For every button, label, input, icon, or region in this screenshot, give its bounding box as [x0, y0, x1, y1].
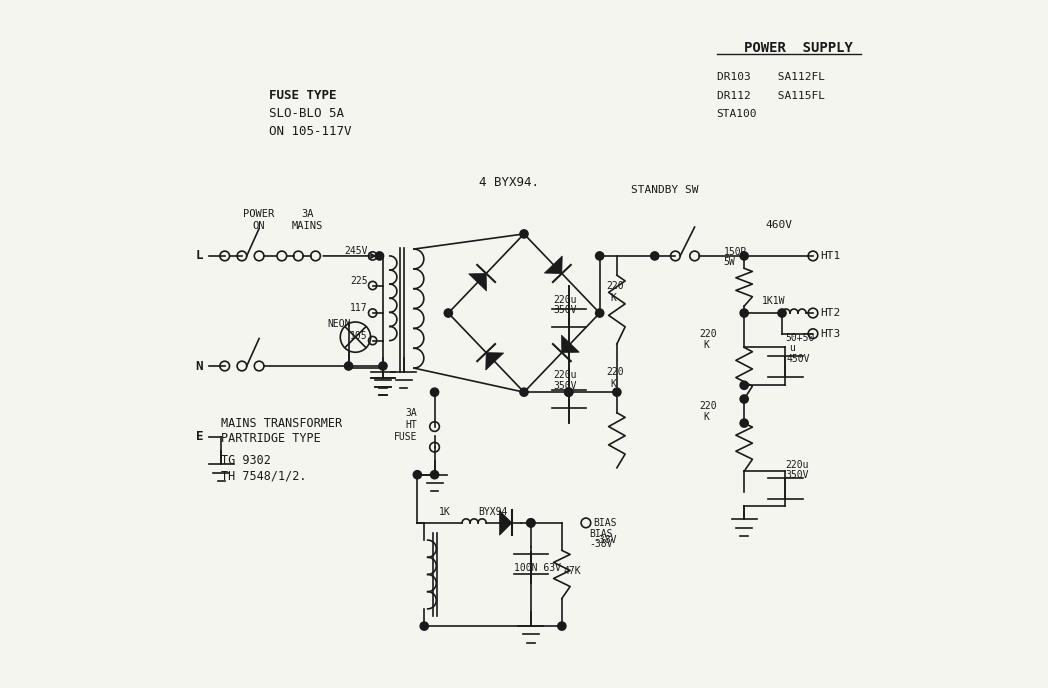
- Circle shape: [345, 362, 353, 370]
- Polygon shape: [540, 270, 555, 286]
- Polygon shape: [562, 335, 580, 353]
- Text: K: K: [703, 411, 708, 422]
- Text: 3A: 3A: [406, 408, 417, 418]
- Circle shape: [740, 419, 748, 427]
- Text: 220: 220: [607, 367, 625, 377]
- Circle shape: [613, 388, 621, 396]
- Text: 3A: 3A: [301, 208, 313, 219]
- Circle shape: [520, 230, 528, 238]
- Text: 100N 63V: 100N 63V: [514, 563, 561, 573]
- Polygon shape: [468, 274, 486, 291]
- Circle shape: [558, 622, 566, 630]
- Text: POWER  SUPPLY: POWER SUPPLY: [744, 41, 853, 55]
- Circle shape: [375, 252, 384, 260]
- Text: TG 9302: TG 9302: [221, 454, 271, 467]
- Circle shape: [651, 252, 659, 260]
- Text: 220: 220: [607, 281, 625, 291]
- Text: 47K: 47K: [564, 566, 582, 577]
- Circle shape: [740, 395, 748, 403]
- Text: STANDBY SW: STANDBY SW: [631, 184, 698, 195]
- Circle shape: [431, 471, 439, 479]
- Circle shape: [420, 622, 429, 630]
- Circle shape: [740, 252, 748, 260]
- Text: N: N: [196, 360, 203, 372]
- Text: HT2: HT2: [820, 308, 840, 318]
- Circle shape: [520, 388, 528, 396]
- Circle shape: [444, 309, 453, 317]
- Text: 220u: 220u: [785, 460, 809, 470]
- Text: 220: 220: [699, 401, 717, 411]
- Text: L: L: [196, 250, 203, 262]
- Text: 1K1W: 1K1W: [761, 296, 785, 306]
- Text: u: u: [789, 343, 794, 353]
- Circle shape: [413, 471, 421, 479]
- Text: HT1: HT1: [820, 251, 840, 261]
- Text: 105: 105: [350, 331, 368, 341]
- Text: TH 7548/1/2.: TH 7548/1/2.: [221, 469, 307, 482]
- Text: 220u: 220u: [553, 370, 576, 380]
- Text: POWER: POWER: [243, 208, 275, 219]
- Text: PARTRIDGE TYPE: PARTRIDGE TYPE: [221, 431, 321, 444]
- Circle shape: [565, 388, 573, 396]
- Circle shape: [595, 309, 604, 317]
- Text: 4 BYX94.: 4 BYX94.: [479, 175, 540, 189]
- Text: -38V: -38V: [589, 539, 613, 549]
- Circle shape: [565, 388, 573, 396]
- Text: 220u: 220u: [553, 294, 576, 305]
- Text: BIAS: BIAS: [593, 518, 616, 528]
- Text: 350V: 350V: [785, 470, 809, 480]
- Text: 1K: 1K: [439, 506, 451, 517]
- Text: 350V: 350V: [553, 305, 576, 315]
- Circle shape: [740, 309, 748, 317]
- Text: 220: 220: [699, 329, 717, 339]
- Text: MAINS TRANSFORMER: MAINS TRANSFORMER: [221, 416, 343, 429]
- Polygon shape: [478, 286, 493, 301]
- Circle shape: [431, 388, 439, 396]
- Polygon shape: [471, 347, 490, 362]
- Text: 117: 117: [350, 303, 368, 313]
- Polygon shape: [486, 353, 504, 370]
- Polygon shape: [544, 256, 562, 274]
- Text: ON 105-117V: ON 105-117V: [269, 125, 352, 138]
- Text: STA100: STA100: [717, 109, 757, 120]
- Text: K: K: [610, 378, 616, 389]
- Text: FUSE: FUSE: [394, 432, 417, 442]
- Text: FUSE TYPE: FUSE TYPE: [269, 89, 337, 103]
- Text: 5W: 5W: [723, 257, 736, 267]
- Text: NEON: NEON: [328, 319, 351, 329]
- Text: 50+50: 50+50: [785, 332, 814, 343]
- Text: 150R: 150R: [723, 246, 747, 257]
- Text: 245V: 245V: [345, 246, 368, 256]
- Text: HT: HT: [406, 420, 417, 430]
- Polygon shape: [500, 510, 512, 535]
- Circle shape: [740, 381, 748, 389]
- Text: E: E: [196, 431, 203, 443]
- Circle shape: [778, 309, 786, 317]
- Bar: [441, 213, 613, 399]
- Text: ON: ON: [253, 221, 265, 231]
- Text: K: K: [703, 340, 708, 350]
- Circle shape: [527, 519, 536, 527]
- Text: BYX94: BYX94: [478, 506, 507, 517]
- Text: 460V: 460V: [765, 220, 792, 230]
- Text: 350V: 350V: [553, 380, 576, 391]
- Circle shape: [595, 252, 604, 260]
- Circle shape: [378, 362, 387, 370]
- Text: DR103    SA112FL: DR103 SA112FL: [717, 72, 825, 83]
- Text: BIAS: BIAS: [589, 528, 613, 539]
- Text: HT3: HT3: [820, 329, 840, 338]
- Text: -38V: -38V: [593, 535, 616, 545]
- Text: 450V: 450V: [787, 354, 810, 364]
- Text: SLO-BLO 5A: SLO-BLO 5A: [269, 107, 345, 120]
- Text: K: K: [610, 293, 616, 303]
- Circle shape: [527, 519, 536, 527]
- Text: 225: 225: [350, 276, 368, 286]
- Text: MAINS: MAINS: [291, 221, 323, 231]
- Text: DR112    SA115FL: DR112 SA115FL: [717, 91, 825, 101]
